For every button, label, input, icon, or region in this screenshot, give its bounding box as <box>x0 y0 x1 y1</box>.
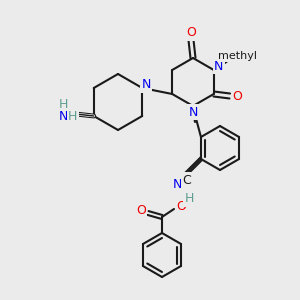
Text: methyl: methyl <box>218 51 257 61</box>
Text: O: O <box>232 89 242 103</box>
Text: C: C <box>183 173 191 187</box>
Text: O: O <box>186 26 196 40</box>
Text: N: N <box>142 79 151 92</box>
Text: H: H <box>59 98 68 110</box>
Text: H: H <box>68 110 77 124</box>
Text: N: N <box>172 178 182 191</box>
Text: H: H <box>184 193 194 206</box>
Text: N: N <box>214 59 224 73</box>
Text: O: O <box>136 205 146 218</box>
Text: N: N <box>59 110 68 124</box>
Text: O: O <box>176 200 186 212</box>
Text: N: N <box>188 106 198 118</box>
